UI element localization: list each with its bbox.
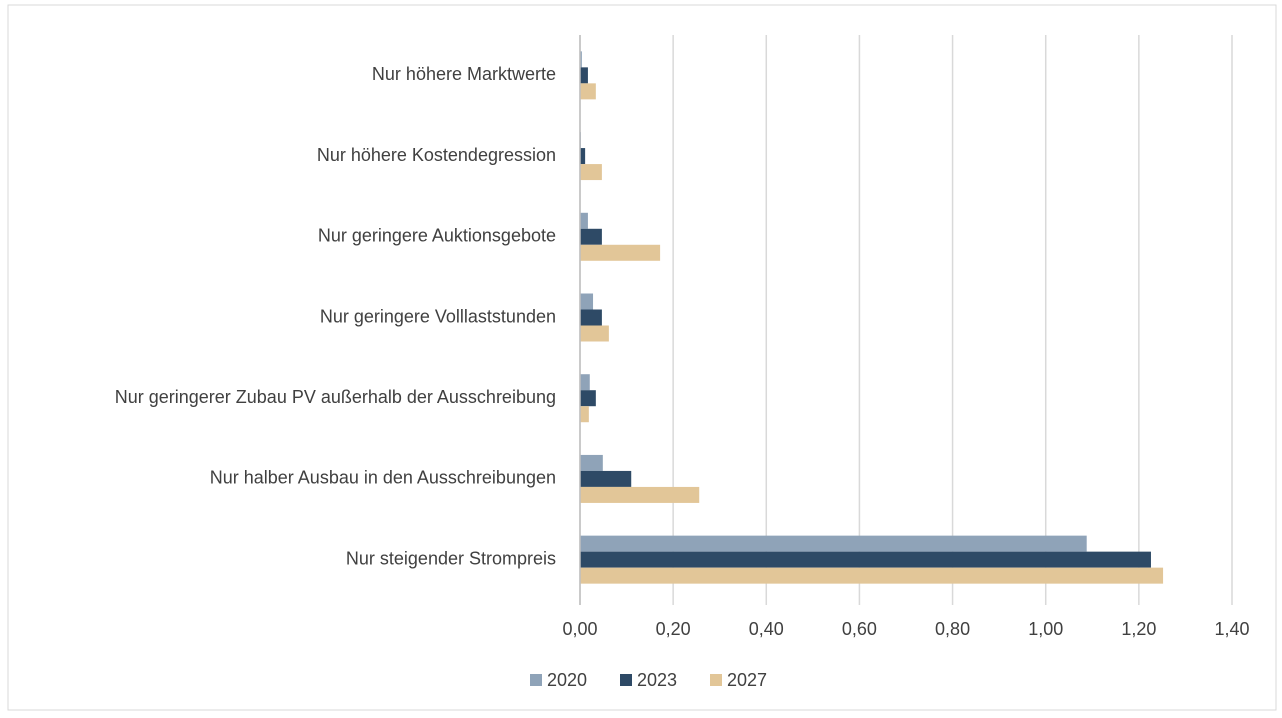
legend-label: 2027: [727, 670, 767, 690]
y-tick-label: Nur steigender Strompreis: [346, 548, 556, 568]
bar: [580, 244, 661, 261]
y-tick-label: Nur höhere Kostendegression: [317, 145, 556, 165]
bar: [580, 212, 588, 229]
bar: [580, 486, 700, 503]
bar: [580, 228, 602, 245]
y-tick-label: Nur geringere Auktionsgebote: [318, 226, 556, 246]
bar: [580, 67, 588, 84]
y-tick-label: Nur höhere Marktwerte: [372, 64, 556, 84]
bar: [580, 309, 602, 326]
x-tick-label: 1,00: [1028, 619, 1063, 639]
x-tick-label: 0,20: [656, 619, 691, 639]
y-tick-label: Nur halber Ausbau in den Ausschreibungen: [210, 468, 556, 488]
bar: [580, 470, 632, 487]
y-tick-label: Nur geringerer Zubau PV außerhalb der Au…: [115, 387, 556, 407]
bar: [580, 51, 582, 68]
x-tick-label: 0,40: [749, 619, 784, 639]
bar: [580, 551, 1151, 568]
bar: [580, 83, 596, 100]
bar: [580, 374, 590, 391]
legend-swatch: [710, 674, 722, 686]
bar: [580, 567, 1164, 584]
bar: [580, 148, 586, 165]
legend-label: 2020: [547, 670, 587, 690]
legend-swatch: [620, 674, 632, 686]
legend-label: 2023: [637, 670, 677, 690]
bar: [580, 406, 589, 423]
x-tick-label: 1,40: [1214, 619, 1249, 639]
x-tick-label: 0,80: [935, 619, 970, 639]
bar: [580, 293, 594, 310]
x-tick-label: 0,00: [562, 619, 597, 639]
bar: [580, 164, 602, 181]
bar: [580, 325, 609, 342]
bar: [580, 535, 1087, 552]
y-tick-label: Nur geringere Volllaststunden: [320, 306, 556, 326]
legend-swatch: [530, 674, 542, 686]
x-tick-label: 0,60: [842, 619, 877, 639]
bar: [580, 390, 596, 407]
x-tick-label: 1,20: [1121, 619, 1156, 639]
chart-frame: [7, 4, 1277, 711]
bar: [580, 454, 603, 471]
